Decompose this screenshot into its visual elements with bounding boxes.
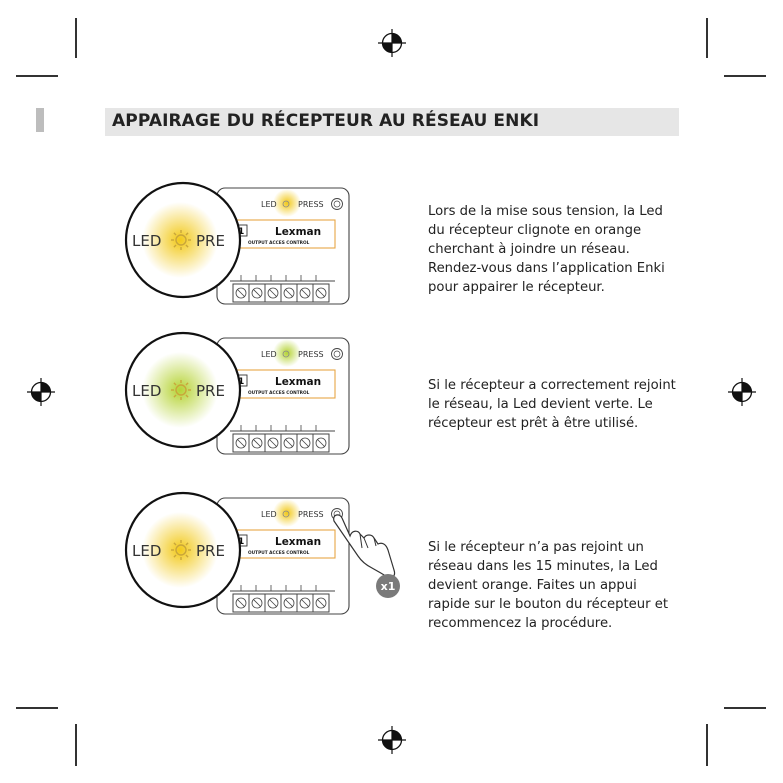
receiver-module: LED PRESS 1 Lexman OUTPUT ACCES CONTROL <box>216 187 350 305</box>
receiver-module: LED PRESS 1 Lexman OUTPUT ACCES CONTROL <box>216 497 350 615</box>
terminal-screw-icon <box>283 597 295 609</box>
module-press-label: PRESS <box>298 510 324 519</box>
module-led-icon <box>282 510 290 518</box>
module-caption: OUTPUT ACCES CONTROL <box>248 550 310 556</box>
module-caption: OUTPUT ACCES CONTROL <box>248 240 310 246</box>
led-zoom-callout: LED PRE <box>124 181 242 299</box>
crop-mark-tl-vertical <box>75 18 77 58</box>
terminal-screw-icon <box>251 597 263 609</box>
terminal-screw-icon <box>267 287 279 299</box>
terminal-screw-icon <box>235 437 247 449</box>
crop-mark-tr-vertical <box>706 18 708 58</box>
crop-mark-bl-horizontal <box>16 707 58 709</box>
module-caption: OUTPUT ACCES CONTROL <box>248 390 310 396</box>
terminal-screw-icon <box>315 437 327 449</box>
module-led-label: LED <box>261 510 277 519</box>
channel-number: 1 <box>238 227 244 237</box>
module-led-label: LED <box>261 200 277 209</box>
step-2-illustration: LED PRESS 1 Lexman OUTPUT ACCES CONTROL LED PR… <box>124 331 350 455</box>
zoom-led-label: LED <box>132 382 161 400</box>
zoom-led-icon <box>175 544 187 556</box>
registration-mark-top-icon <box>378 29 406 57</box>
module-led-icon <box>282 200 290 208</box>
module-led-glow <box>273 499 301 527</box>
press-count-badge: x1 <box>376 574 400 598</box>
zoom-led-glow <box>142 352 218 428</box>
zoom-led-label: LED <box>132 232 161 250</box>
crop-mark-br-vertical <box>706 724 708 766</box>
crop-mark-br-horizontal <box>724 707 766 709</box>
zoom-press-label: PRE <box>196 542 225 560</box>
step-2-description: Si le récepteur a correctement rejoint l… <box>428 378 676 431</box>
step-3-description: Si le récepteur n’a pas rejoint un résea… <box>428 540 669 631</box>
zoom-led-glow <box>142 202 218 278</box>
badge-label: x1 <box>381 580 396 593</box>
receiver-module: LED PRESS 1 Lexman OUTPUT ACCES CONTROL <box>216 337 350 455</box>
zoom-led-glow <box>142 512 218 588</box>
crop-mark-tr-horizontal <box>724 75 766 77</box>
terminal-screw-icon <box>283 287 295 299</box>
zoom-press-label: PRE <box>196 232 225 250</box>
brand-name: Lexman <box>275 536 321 548</box>
registration-mark-bottom-icon <box>378 726 406 754</box>
registration-mark-left-icon <box>27 378 55 406</box>
module-led-icon <box>282 350 290 358</box>
terminal-screw-icon <box>251 287 263 299</box>
step-1-description: Lors de la mise sous tension, la Led du … <box>428 204 665 295</box>
brand-name: Lexman <box>275 226 321 238</box>
press-button-icon[interactable] <box>331 198 343 210</box>
registration-mark-right-icon <box>728 378 756 406</box>
led-zoom-callout: LED PRE <box>124 491 242 609</box>
terminal-screw-icon <box>251 437 263 449</box>
terminal-screw-icon <box>299 437 311 449</box>
zoom-led-icon <box>175 234 187 246</box>
section-side-marker <box>36 108 44 132</box>
zoom-led-icon <box>175 384 187 396</box>
module-led-glow <box>273 189 301 217</box>
label-panel <box>229 369 336 399</box>
brand-name: Lexman <box>275 376 321 388</box>
step-3-illustration: LED PRESS 1 Lexman OUTPUT ACCES CONTROL LED PR… <box>124 491 400 615</box>
terminal-screw-icon <box>267 437 279 449</box>
section-header-bar <box>105 108 679 136</box>
section-title: APPAIRAGE DU RÉCEPTEUR AU RÉSEAU ENKI <box>112 111 540 131</box>
terminal-screw-icon <box>235 287 247 299</box>
terminal-screw-icon <box>299 287 311 299</box>
module-led-label: LED <box>261 350 277 359</box>
module-led-glow <box>273 339 301 367</box>
press-button-icon[interactable] <box>331 348 343 360</box>
terminal-screw-icon <box>267 597 279 609</box>
channel-number: 1 <box>238 537 244 547</box>
crop-mark-tl-horizontal <box>16 75 58 77</box>
terminal-screw-icon <box>315 287 327 299</box>
terminal-screw-icon <box>315 597 327 609</box>
crop-mark-bl-vertical <box>75 724 77 766</box>
terminal-screw-icon <box>299 597 311 609</box>
channel-number: 1 <box>238 377 244 387</box>
zoom-press-label: PRE <box>196 382 225 400</box>
module-press-label: PRESS <box>298 350 324 359</box>
led-zoom-callout: LED PRE <box>124 331 242 449</box>
zoom-led-label: LED <box>132 542 161 560</box>
terminal-screw-icon <box>283 437 295 449</box>
pointing-hand-icon <box>333 514 396 579</box>
module-press-label: PRESS <box>298 200 324 209</box>
terminal-screw-icon <box>235 597 247 609</box>
step-1-illustration: LED PRESS 1 Lexman OUTPUT ACCES CONTROL LED PR… <box>124 181 350 305</box>
label-panel <box>229 529 336 559</box>
